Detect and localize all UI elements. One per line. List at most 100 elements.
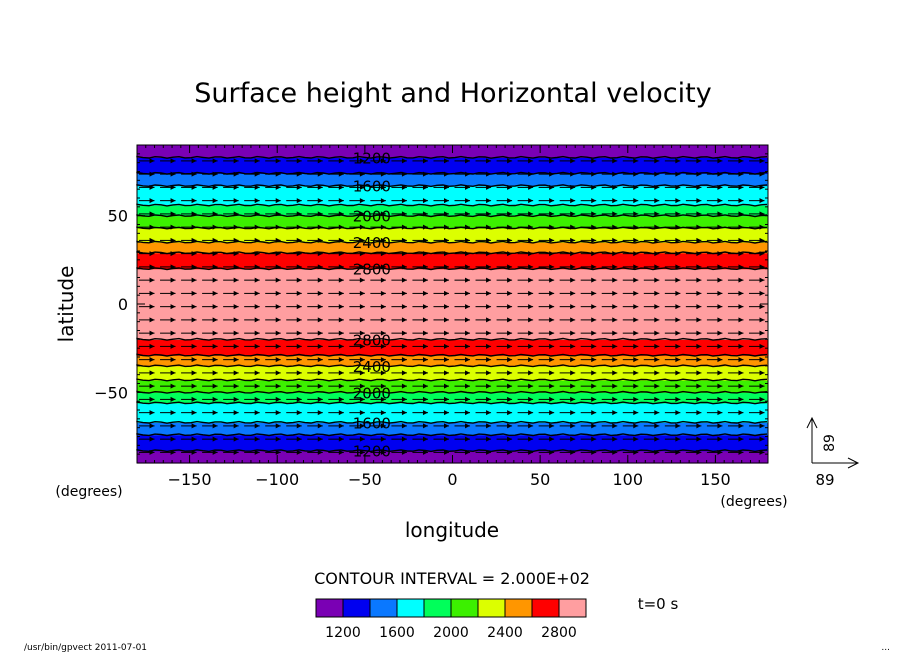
reference-vector: 89 89 xyxy=(806,416,860,489)
velocity-arrowhead xyxy=(317,436,323,442)
velocity-arrowhead xyxy=(296,158,302,164)
velocity-arrowhead xyxy=(338,357,344,363)
reference-vector-x-value: 89 xyxy=(815,471,834,489)
velocity-arrowhead xyxy=(612,410,618,416)
velocity-arrowhead xyxy=(170,171,176,177)
velocity-arrowhead xyxy=(275,224,281,230)
contour-band xyxy=(137,373,768,376)
velocity-arrowhead xyxy=(591,171,597,177)
velocity-arrowhead xyxy=(359,171,365,177)
velocity-arrowhead xyxy=(528,211,534,217)
velocity-arrowhead xyxy=(633,224,639,230)
velocity-arrowhead xyxy=(338,436,344,442)
velocity-arrowhead xyxy=(717,251,723,257)
velocity-arrowhead xyxy=(612,198,618,204)
contour-band xyxy=(137,377,768,379)
velocity-arrowhead xyxy=(696,184,702,190)
velocity-arrowhead xyxy=(254,304,260,310)
velocity-arrowhead xyxy=(254,343,260,349)
contour-band xyxy=(137,218,768,220)
velocity-arrowhead xyxy=(380,290,386,296)
velocity-arrowhead xyxy=(591,264,597,270)
velocity-arrowhead xyxy=(759,317,765,323)
contour-band xyxy=(137,350,768,353)
contour-band xyxy=(137,369,768,371)
contour-band xyxy=(137,222,768,225)
velocity-arrowhead xyxy=(549,290,555,296)
velocity-arrowhead xyxy=(675,304,681,310)
velocity-arrowhead xyxy=(549,423,555,429)
velocity-arrowhead xyxy=(759,423,765,429)
velocity-arrowhead xyxy=(570,410,576,416)
contour-band xyxy=(137,203,768,205)
contour-band xyxy=(137,198,768,200)
velocity-arrowhead xyxy=(317,198,323,204)
contour-band xyxy=(137,189,768,191)
contour-band xyxy=(137,344,768,347)
contour-band xyxy=(137,182,768,185)
velocity-arrowhead xyxy=(317,277,323,283)
velocity-arrowhead xyxy=(465,343,471,349)
velocity-arrowhead xyxy=(675,330,681,336)
velocity-arrowhead xyxy=(275,158,281,164)
velocity-arrowhead xyxy=(738,436,744,442)
velocity-arrowhead xyxy=(254,251,260,257)
velocity-arrowhead xyxy=(759,396,765,402)
velocity-arrowhead xyxy=(486,410,492,416)
velocity-arrowhead xyxy=(591,304,597,310)
velocity-arrowhead xyxy=(233,171,239,177)
contour-band xyxy=(137,174,768,176)
velocity-arrowhead xyxy=(507,290,513,296)
contour-band xyxy=(137,244,768,247)
velocity-arrowhead xyxy=(338,171,344,177)
velocity-arrowhead xyxy=(465,436,471,442)
velocity-arrowhead xyxy=(570,330,576,336)
contour-band xyxy=(137,390,768,393)
velocity-arrowhead xyxy=(696,436,702,442)
velocity-arrowhead xyxy=(401,224,407,230)
velocity-arrowhead xyxy=(422,396,428,402)
contour-band xyxy=(137,407,768,409)
contour-band xyxy=(137,372,768,374)
velocity-arrowhead xyxy=(654,396,660,402)
velocity-arrowhead xyxy=(759,277,765,283)
velocity-arrowhead xyxy=(275,290,281,296)
velocity-arrowhead xyxy=(380,264,386,270)
velocity-arrowhead xyxy=(696,357,702,363)
velocity-arrowhead xyxy=(149,184,155,190)
velocity-arrowhead xyxy=(654,184,660,190)
velocity-arrowhead xyxy=(486,370,492,376)
velocity-arrowhead xyxy=(401,171,407,177)
velocity-arrowhead xyxy=(170,343,176,349)
velocity-arrowhead xyxy=(759,251,765,257)
contour-band xyxy=(137,332,768,334)
velocity-arrowhead xyxy=(422,449,428,455)
velocity-arrowhead xyxy=(359,410,365,416)
velocity-arrowhead xyxy=(443,383,449,389)
contour-line xyxy=(136,203,768,207)
contour-band xyxy=(137,229,768,232)
contour-band xyxy=(137,240,768,242)
contour-band xyxy=(137,435,768,438)
x-axis-unit: (degrees) xyxy=(720,494,787,510)
contour-band xyxy=(137,290,768,293)
velocity-arrowhead xyxy=(191,423,197,429)
velocity-arrowhead xyxy=(738,224,744,230)
velocity-arrowhead xyxy=(170,330,176,336)
velocity-arrowhead xyxy=(149,330,155,336)
velocity-arrowhead xyxy=(570,396,576,402)
velocity-arrowhead xyxy=(233,277,239,283)
contour-band xyxy=(137,220,768,222)
velocity-arrowhead xyxy=(570,184,576,190)
velocity-arrowhead xyxy=(486,383,492,389)
velocity-arrowhead xyxy=(570,251,576,257)
contour-band xyxy=(137,326,768,329)
velocity-arrowhead xyxy=(380,436,386,442)
velocity-arrowhead xyxy=(507,171,513,177)
contour-band xyxy=(137,362,768,364)
contour-band xyxy=(137,442,768,445)
contour-band xyxy=(137,349,768,352)
velocity-arrowhead xyxy=(528,304,534,310)
velocity-arrowhead xyxy=(654,330,660,336)
contour-band xyxy=(137,154,768,157)
